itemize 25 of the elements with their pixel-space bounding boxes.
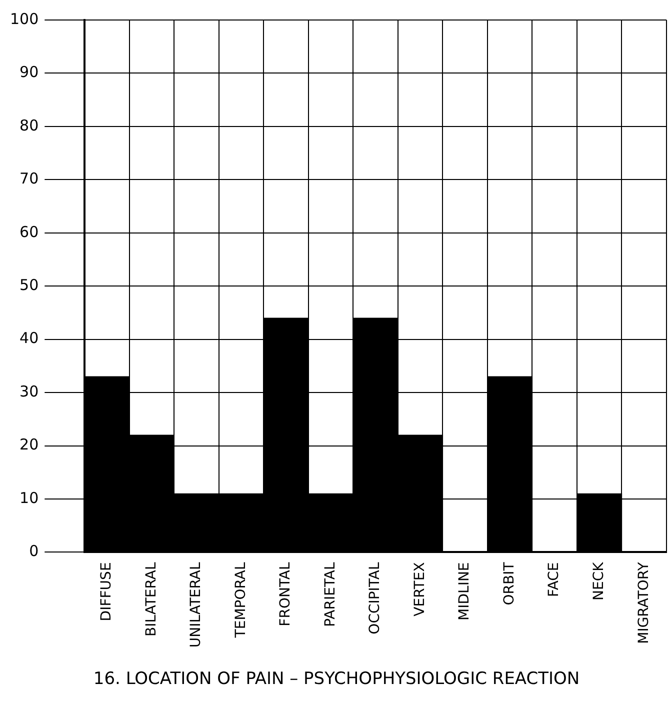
x-tick-label: NECK [591, 561, 608, 600]
x-tick-label: BILATERAL [143, 562, 160, 636]
x-tick-label: ORBIT [501, 562, 518, 606]
y-tick-label: 80 [20, 116, 39, 134]
x-tick-label: MIGRATORY [636, 562, 652, 644]
y-tick-label: 70 [20, 170, 39, 188]
x-tick-label: OCCIPITAL [367, 562, 384, 634]
x-tick-label: FACE [546, 562, 562, 597]
x-tick-label: VERTEX [412, 562, 428, 616]
y-tick-label: 100 [10, 10, 39, 28]
text: 16. LOCATION OF PAIN – PSYCHOPHYSIOLOGIC REACTION [93, 669, 580, 690]
x-tick-label: UNILATERAL [188, 562, 204, 648]
y-tick-label: 60 [20, 222, 39, 241]
y-tick-label: 50 [20, 276, 39, 294]
x-tick-label: PARIETAL [322, 562, 338, 627]
y-tick-label: 90 [20, 63, 39, 82]
x-tick-label: DIFFUSE [98, 562, 115, 622]
y-tick-label: 0 [29, 542, 39, 560]
x-tick-label: MIDLINE [456, 562, 473, 620]
y-tick-label: 10 [20, 488, 39, 507]
x-tick-label: FRONTAL [278, 562, 294, 626]
y-tick-label: 20 [20, 436, 39, 454]
y-tick-label: 40 [20, 329, 39, 348]
y-tick-label: 30 [20, 382, 39, 400]
x-tick-label: TEMPORAL [232, 562, 249, 639]
